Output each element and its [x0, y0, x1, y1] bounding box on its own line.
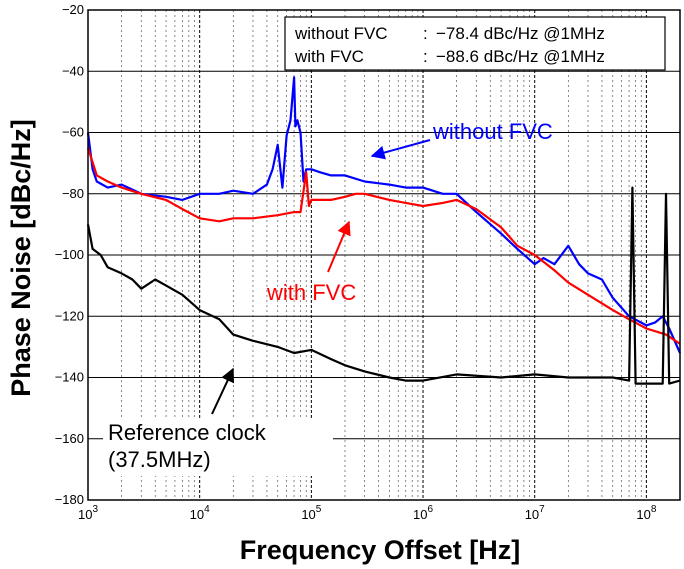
- arrow-reference-clock: [211, 367, 235, 415]
- series-line-0: [86, 76, 682, 354]
- x-tick-exponent: 8: [651, 504, 657, 515]
- y-tick-label: −160: [55, 431, 84, 446]
- x-tick-label: 105: [301, 504, 321, 522]
- x-tick-label: 107: [525, 504, 545, 522]
- y-tick-label: −40: [62, 63, 84, 78]
- series-layer: [86, 76, 682, 385]
- annotation-with-fvc: with FVC: [266, 280, 356, 305]
- y-tick-label: −60: [62, 125, 84, 140]
- x-tick-label: 104: [190, 504, 210, 522]
- legend-value-1: −88.6 dBc/Hz @1MHz: [436, 47, 605, 66]
- x-tick-label: 106: [413, 504, 433, 522]
- x-tick-exponent: 5: [316, 504, 322, 515]
- legend-name-0: without FVC: [294, 24, 388, 43]
- annotation-without-fvc: without FVC: [432, 119, 553, 144]
- x-tick-label: 108: [636, 504, 656, 522]
- annotations: without FVC with FVC Reference clock (37…: [103, 119, 553, 476]
- y-tick-label: −180: [55, 492, 84, 507]
- x-tick-exponent: 4: [204, 504, 210, 515]
- legend-name-1: with FVC: [294, 47, 364, 66]
- arrow-with-fvc: [327, 220, 351, 273]
- x-axis-title: Frequency Offset [Hz]: [240, 535, 521, 565]
- y-tick-label: −100: [55, 247, 84, 262]
- y-tick-label: −120: [55, 308, 84, 323]
- x-tick-exponent: 6: [427, 504, 433, 515]
- legend-box: without FVC : −78.4 dBc/Hz @1MHz with FV…: [284, 16, 666, 71]
- legend-sep-1: :: [423, 47, 428, 66]
- series-line-1: [86, 147, 681, 345]
- x-tick-exponent: 3: [92, 504, 98, 515]
- arrow-without-fvc: [370, 139, 431, 160]
- plot-frame: [87, 9, 681, 501]
- annotation-reference-frequency: (37.5MHz): [108, 447, 211, 472]
- annotation-reference-clock: Reference clock: [108, 420, 267, 445]
- legend-value-0: −78.4 dBc/Hz @1MHz: [436, 24, 605, 43]
- y-tick-label: −80: [62, 186, 84, 201]
- y-tick-label: −20: [62, 2, 84, 17]
- x-tick-exponent: 7: [539, 504, 545, 515]
- reference-label-bg: [103, 418, 333, 476]
- y-tick-label: −140: [55, 370, 84, 385]
- y-axis-title: Phase Noise [dBc/Hz]: [6, 119, 36, 397]
- legend-sep-0: :: [423, 24, 428, 43]
- legend-frame: [284, 16, 666, 71]
- series-line-2: [86, 186, 681, 385]
